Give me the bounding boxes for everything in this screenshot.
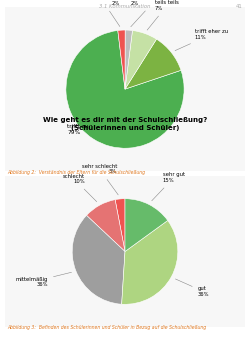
Text: trifft nicht zu
2%: trifft nicht zu 2%	[86, 0, 120, 26]
Wedge shape	[125, 30, 156, 89]
Text: gut
36%: gut 36%	[176, 279, 209, 297]
Text: trifft eher zu
11%: trifft eher zu 11%	[175, 29, 228, 50]
Text: Abbildung 3:  Befinden des Schülerinnen und Schüler in Bezug auf die Schulschlie: Abbildung 3: Befinden des Schülerinnen u…	[8, 325, 206, 330]
Wedge shape	[125, 30, 132, 89]
Title: Wie geht es dir mit der Schulschließung?
(Schülerinnen und Schüler): Wie geht es dir mit der Schulschließung?…	[43, 117, 207, 131]
Wedge shape	[66, 30, 184, 148]
Text: 3.1 Kommunikation: 3.1 Kommunikation	[99, 4, 151, 9]
Text: teils teils
7%: teils teils 7%	[147, 0, 179, 30]
Text: Abbildung 2:  Verständnis der Eltern für die Schulschließung: Abbildung 2: Verständnis der Eltern für …	[8, 170, 145, 175]
Text: schlecht
10%: schlecht 10%	[63, 174, 97, 202]
Wedge shape	[125, 199, 168, 251]
Wedge shape	[118, 30, 125, 89]
Text: trifft eher nicht zu
2%: trifft eher nicht zu 2%	[131, 0, 179, 27]
Wedge shape	[125, 39, 181, 89]
Text: mittelmäßig
36%: mittelmäßig 36%	[16, 272, 72, 287]
Wedge shape	[86, 200, 125, 251]
Text: sehr gut
15%: sehr gut 15%	[152, 172, 185, 201]
Text: sehr schlecht
3%: sehr schlecht 3%	[82, 164, 118, 195]
Text: 41: 41	[236, 4, 242, 9]
Wedge shape	[122, 221, 178, 304]
Wedge shape	[72, 215, 125, 304]
Text: trifft zu
79%: trifft zu 79%	[67, 125, 88, 135]
Wedge shape	[115, 199, 125, 251]
